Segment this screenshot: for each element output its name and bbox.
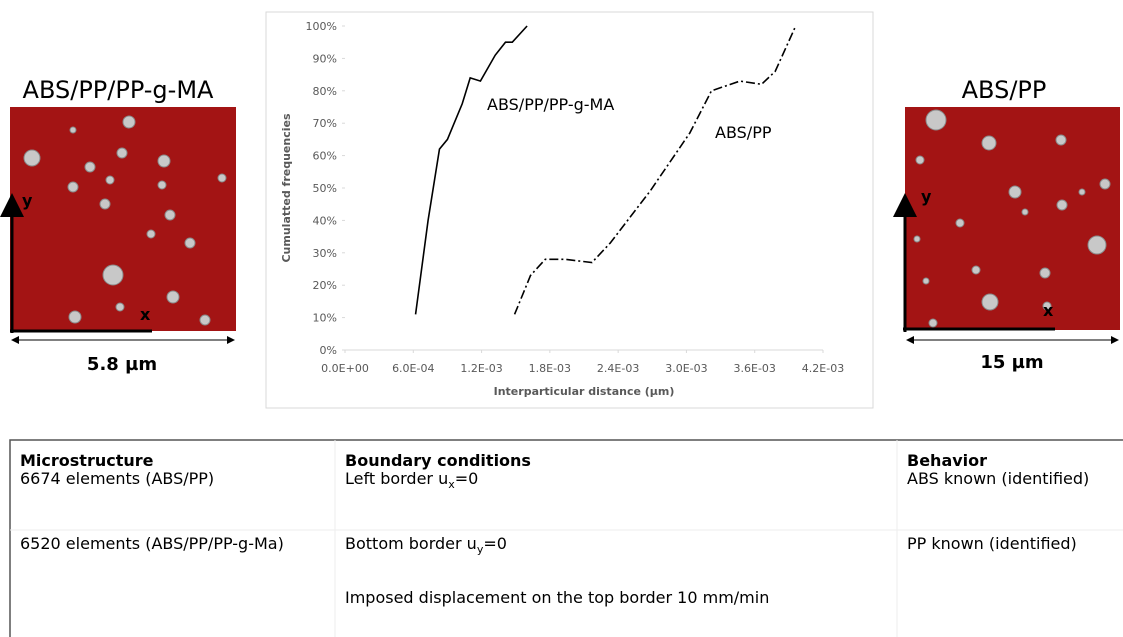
grain (1056, 199, 1068, 211)
table-header: Boundary conditions (345, 451, 531, 470)
grain (146, 229, 156, 239)
grain (913, 235, 921, 243)
cell-text: Bottom border u (345, 534, 477, 553)
series-line (414, 25, 528, 315)
grain (1039, 267, 1051, 279)
dimension-label: 5.8 µm (87, 354, 157, 375)
grain (164, 209, 176, 221)
axis-letter: x (140, 305, 151, 324)
panel-title: ABS/PP (962, 76, 1047, 104)
microstructure-image (10, 107, 236, 331)
table-cell: 6520 elements (ABS/PP/PP-g-Ma) (20, 534, 284, 553)
grain (1021, 208, 1029, 216)
y-tick-label: 90% (313, 52, 337, 65)
table-cell: 6674 elements (ABS/PP) (20, 469, 214, 488)
y-tick-label: 10% (313, 312, 337, 325)
cell-text: =0 (455, 469, 479, 488)
axis-letter: x (1043, 301, 1054, 320)
table-header: Behavior (907, 451, 987, 470)
grain (955, 218, 965, 228)
series-line (513, 25, 797, 315)
y-tick-label: 30% (313, 247, 337, 260)
series-label: ABS/PP (715, 123, 772, 142)
grain (23, 149, 41, 167)
x-tick-label: 1.2E-03 (460, 362, 502, 375)
grain (99, 198, 111, 210)
grain (115, 302, 125, 312)
table-cell: ABS known (identified) (907, 469, 1089, 488)
grain (981, 135, 997, 151)
grain (1078, 188, 1086, 196)
x-axis-title: Interparticular distance (µm) (494, 385, 675, 398)
table-cell: Left border ux=0 (345, 469, 478, 491)
table-cell: Bottom border uy=0 (345, 534, 507, 556)
x-tick-label: 6.0E-04 (392, 362, 434, 375)
y-tick-label: 100% (306, 20, 337, 33)
grain (157, 154, 171, 168)
series-label: ABS/PP/PP-g-MA (487, 95, 614, 114)
grain (122, 115, 136, 129)
grain (157, 180, 167, 190)
y-tick-label: 60% (313, 150, 337, 163)
y-tick-label: 70% (313, 117, 337, 130)
grain (67, 181, 79, 193)
y-tick-label: 0% (320, 344, 337, 357)
table-cell: Imposed displacement on the top border 1… (345, 588, 769, 607)
grain (69, 126, 77, 134)
table-frame (9, 439, 1123, 637)
grain (1008, 185, 1022, 199)
grain (217, 173, 227, 183)
grain (1055, 134, 1067, 146)
table-cell: PP known (identified) (907, 534, 1077, 553)
grain (928, 318, 938, 328)
grain (184, 237, 196, 249)
subscript: x (448, 478, 455, 491)
grain (1099, 178, 1111, 190)
grain (116, 147, 128, 159)
y-tick-label: 20% (313, 279, 337, 292)
grain (199, 314, 211, 326)
x-tick-label: 0.0E+00 (321, 362, 369, 375)
chart-frame (265, 11, 874, 409)
x-tick-label: 2.4E-03 (597, 362, 639, 375)
cell-text: =0 (483, 534, 507, 553)
grain (1042, 301, 1052, 311)
axis-letter: y (22, 191, 33, 210)
y-tick-label: 80% (313, 85, 337, 98)
grain (925, 109, 947, 131)
x-tick-label: 3.6E-03 (734, 362, 776, 375)
microstructure-image (905, 107, 1120, 330)
cell-text: Left border u (345, 469, 448, 488)
panel-title: ABS/PP/PP-g-MA (23, 76, 214, 104)
x-tick-label: 1.8E-03 (529, 362, 571, 375)
y-tick-label: 50% (313, 182, 337, 195)
grain (102, 264, 124, 286)
y-tick-label: 40% (313, 214, 337, 227)
grain (971, 265, 981, 275)
grain (68, 310, 82, 324)
grain (105, 175, 115, 185)
grain (1087, 235, 1107, 255)
grain (922, 277, 930, 285)
x-tick-label: 3.0E-03 (665, 362, 707, 375)
axis-letter: y (921, 187, 932, 206)
table-header: Microstructure (20, 451, 154, 470)
grain (84, 161, 96, 173)
subscript: y (477, 543, 484, 556)
grain (981, 293, 999, 311)
grain (166, 290, 180, 304)
dimension-label: 15 µm (980, 352, 1043, 373)
grain (915, 155, 925, 165)
x-tick-label: 4.2E-03 (802, 362, 844, 375)
y-axis-title: Cumulatted frequencies (280, 113, 293, 262)
